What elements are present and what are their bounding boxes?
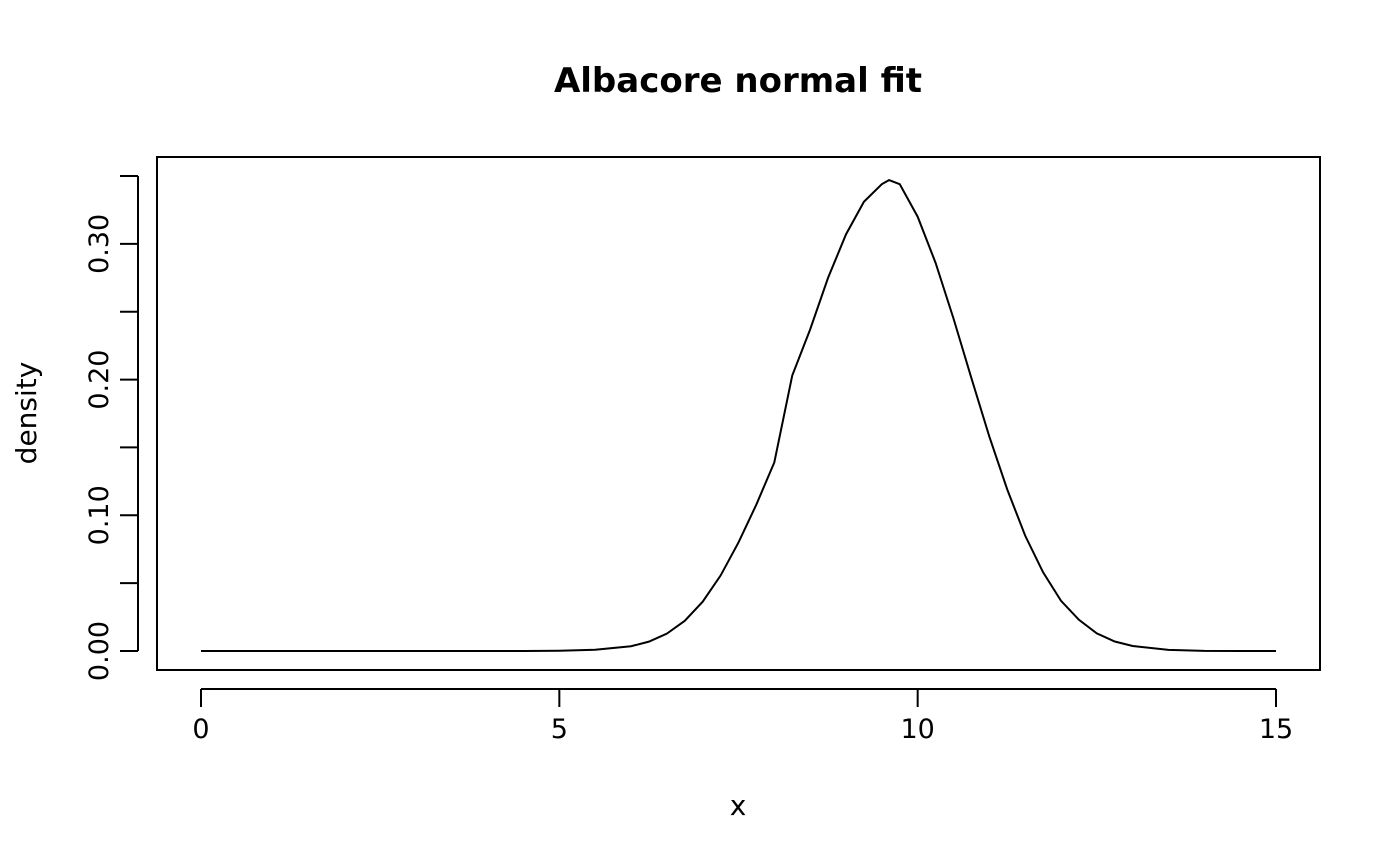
y-axis: 0.00 0.10 0.20 0.30 <box>84 175 139 681</box>
plot-frame <box>156 156 1321 671</box>
x-tick-label: 15 <box>1259 714 1293 745</box>
y-tick-label: 0.30 <box>84 214 115 274</box>
x-tick-label: 0 <box>192 714 209 745</box>
x-axis-label: x <box>730 789 747 822</box>
y-tick-label: 0.00 <box>84 621 115 681</box>
density-curve <box>201 178 1276 652</box>
y-tick-label: 0.20 <box>84 350 115 410</box>
x-axis: 0 5 10 15 <box>192 688 1293 745</box>
x-tick-label: 10 <box>900 714 934 745</box>
y-axis-label: density <box>10 362 43 465</box>
y-tick-label: 0.10 <box>84 485 115 545</box>
chart-title: Albacore normal fit <box>554 61 922 101</box>
x-tick-label: 5 <box>551 714 568 745</box>
